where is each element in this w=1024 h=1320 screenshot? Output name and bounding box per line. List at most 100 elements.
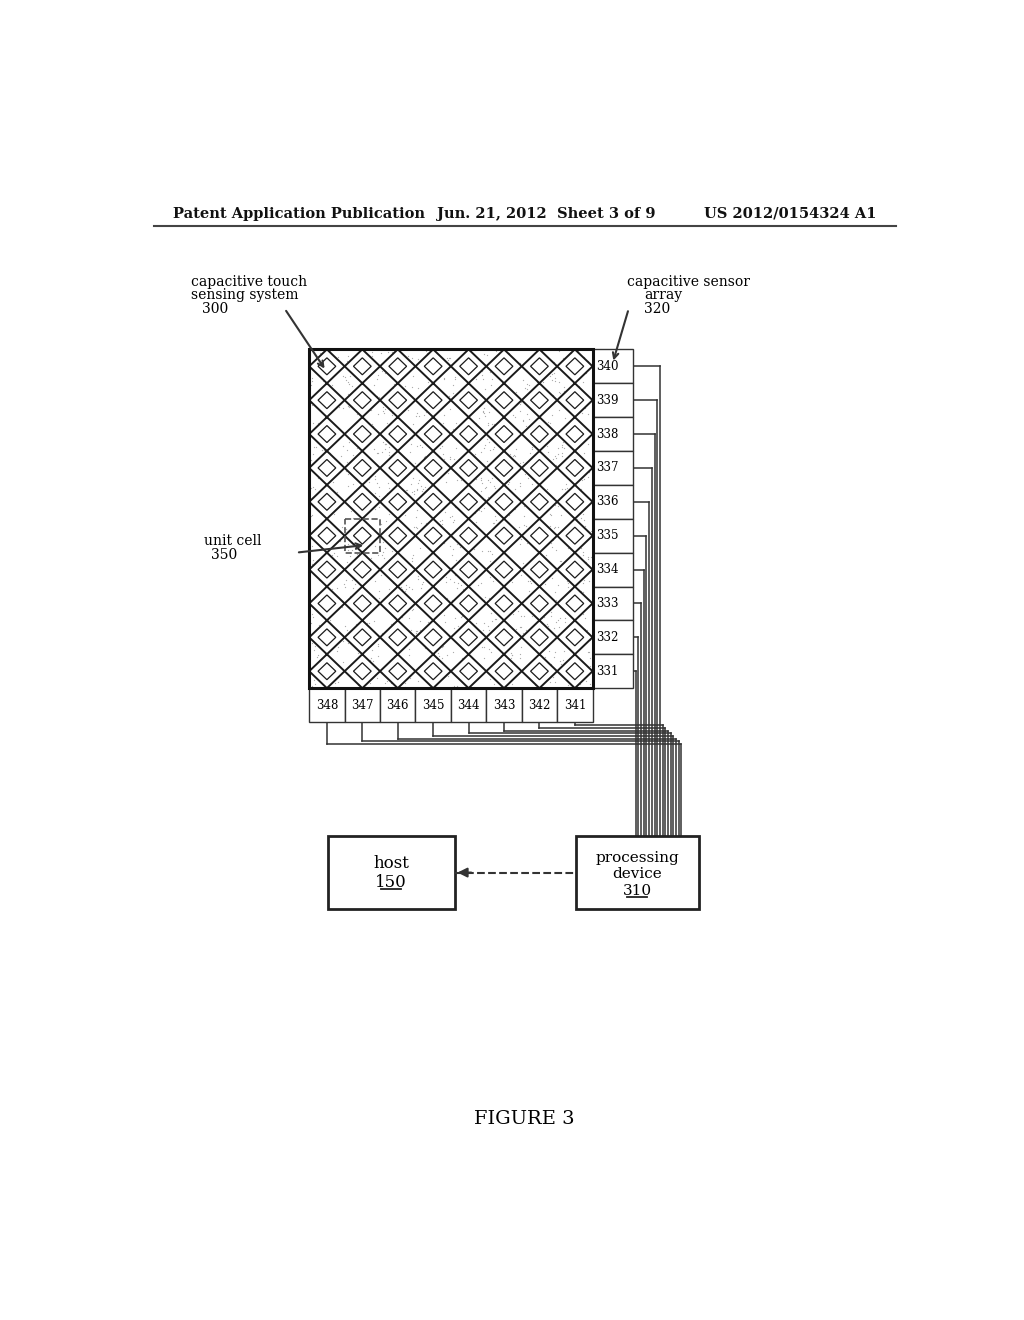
Polygon shape — [566, 459, 584, 477]
Polygon shape — [318, 595, 336, 612]
Text: array: array — [644, 288, 682, 302]
Bar — [593, 451, 633, 484]
Polygon shape — [389, 494, 407, 511]
Text: 348: 348 — [315, 698, 338, 711]
Bar — [345, 688, 380, 722]
Polygon shape — [530, 494, 548, 511]
Text: device: device — [612, 867, 663, 880]
Text: host: host — [374, 855, 410, 873]
Polygon shape — [389, 595, 407, 612]
Text: 342: 342 — [528, 698, 551, 711]
Text: 341: 341 — [563, 698, 586, 711]
Polygon shape — [318, 628, 336, 645]
Polygon shape — [424, 663, 442, 680]
Polygon shape — [460, 561, 477, 578]
Polygon shape — [353, 527, 371, 544]
Bar — [309, 688, 345, 722]
Text: Jun. 21, 2012  Sheet 3 of 9: Jun. 21, 2012 Sheet 3 of 9 — [437, 207, 655, 220]
Polygon shape — [424, 527, 442, 544]
Text: 344: 344 — [458, 698, 480, 711]
Text: processing: processing — [595, 851, 679, 865]
Polygon shape — [496, 425, 513, 442]
Polygon shape — [389, 663, 407, 680]
Polygon shape — [566, 628, 584, 645]
Text: 343: 343 — [493, 698, 515, 711]
Polygon shape — [530, 527, 548, 544]
Text: 320: 320 — [644, 302, 671, 317]
Polygon shape — [353, 358, 371, 375]
Bar — [593, 350, 633, 383]
Polygon shape — [318, 527, 336, 544]
Polygon shape — [460, 628, 477, 645]
Polygon shape — [424, 561, 442, 578]
Polygon shape — [530, 628, 548, 645]
Polygon shape — [318, 663, 336, 680]
Polygon shape — [353, 663, 371, 680]
Polygon shape — [530, 561, 548, 578]
Bar — [593, 484, 633, 519]
Polygon shape — [496, 358, 513, 375]
Text: 310: 310 — [623, 884, 652, 898]
Text: US 2012/0154324 A1: US 2012/0154324 A1 — [705, 207, 877, 220]
Bar — [521, 688, 557, 722]
Polygon shape — [389, 628, 407, 645]
Polygon shape — [353, 425, 371, 442]
Polygon shape — [424, 425, 442, 442]
Polygon shape — [353, 561, 371, 578]
Polygon shape — [318, 392, 336, 409]
Text: 300: 300 — [202, 302, 228, 317]
Polygon shape — [566, 595, 584, 612]
Bar — [309, 350, 593, 688]
Polygon shape — [460, 392, 477, 409]
Bar — [345, 519, 380, 553]
Polygon shape — [496, 628, 513, 645]
Polygon shape — [496, 595, 513, 612]
Polygon shape — [424, 392, 442, 409]
Text: 340: 340 — [596, 360, 618, 372]
Polygon shape — [424, 628, 442, 645]
Bar — [593, 620, 633, 655]
Text: Patent Application Publication: Patent Application Publication — [173, 207, 425, 220]
Text: capacitive sensor: capacitive sensor — [628, 276, 751, 289]
Polygon shape — [566, 494, 584, 511]
Polygon shape — [460, 358, 477, 375]
Polygon shape — [460, 425, 477, 442]
Polygon shape — [566, 561, 584, 578]
Polygon shape — [530, 358, 548, 375]
Polygon shape — [460, 527, 477, 544]
Polygon shape — [496, 663, 513, 680]
Polygon shape — [566, 425, 584, 442]
Polygon shape — [530, 459, 548, 477]
Text: 333: 333 — [596, 597, 618, 610]
Polygon shape — [424, 358, 442, 375]
Text: 335: 335 — [596, 529, 618, 543]
Text: 150: 150 — [376, 874, 408, 891]
Polygon shape — [566, 527, 584, 544]
Text: 331: 331 — [596, 665, 618, 677]
Text: unit cell: unit cell — [204, 535, 261, 548]
Polygon shape — [389, 527, 407, 544]
Bar — [451, 688, 486, 722]
Text: 334: 334 — [596, 564, 618, 576]
Bar — [593, 417, 633, 451]
Text: FIGURE 3: FIGURE 3 — [474, 1110, 575, 1129]
Polygon shape — [496, 561, 513, 578]
Polygon shape — [424, 459, 442, 477]
Polygon shape — [389, 459, 407, 477]
Bar — [593, 553, 633, 586]
Bar — [557, 688, 593, 722]
Polygon shape — [566, 663, 584, 680]
Polygon shape — [460, 459, 477, 477]
Polygon shape — [353, 494, 371, 511]
Polygon shape — [460, 595, 477, 612]
Polygon shape — [530, 663, 548, 680]
Text: 346: 346 — [386, 698, 409, 711]
Bar — [328, 836, 455, 909]
Polygon shape — [318, 425, 336, 442]
Polygon shape — [318, 494, 336, 511]
Bar — [593, 655, 633, 688]
Polygon shape — [496, 527, 513, 544]
Bar — [593, 586, 633, 620]
Polygon shape — [530, 425, 548, 442]
Bar — [486, 688, 521, 722]
